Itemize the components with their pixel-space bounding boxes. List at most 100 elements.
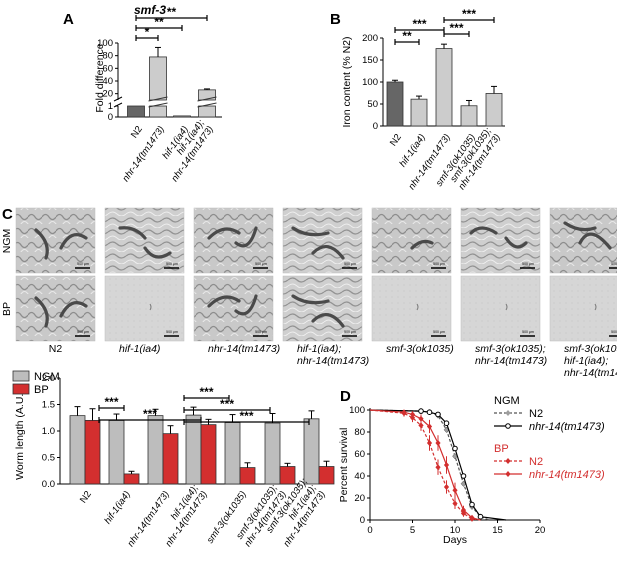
y-tick-label: 100	[362, 77, 378, 88]
bar	[127, 105, 145, 118]
x-tick-label: 10	[450, 525, 461, 536]
bar-ngm	[264, 422, 281, 485]
y-axis-label: Fold difference	[94, 43, 106, 112]
point	[418, 422, 424, 429]
bar-bp	[279, 466, 296, 485]
panel-c-micrographs: NGM BP 500 μm 500 μm 500 μm 500 μm 500 μm 500 μ…	[1, 207, 617, 379]
worm	[578, 232, 612, 250]
worm-small	[149, 303, 152, 311]
significance-bracket-stars: ***	[143, 407, 157, 421]
worm	[34, 296, 49, 328]
scale-bar-label: 500 μm	[344, 262, 356, 266]
point	[452, 445, 458, 452]
point	[435, 440, 441, 446]
point	[477, 513, 484, 520]
legend-swatch	[12, 383, 30, 395]
bar-upper	[149, 56, 167, 101]
panel-c-chart: 0.0 0.5 1.0 1.5 2.0 Worm length (A.U.) N2 hif-1…	[12, 370, 335, 549]
scale-bar-label: 500 μm	[433, 262, 445, 266]
bar-ngm	[147, 415, 164, 485]
y-tick-label: 60	[102, 63, 113, 74]
x-tick-label: 20	[535, 525, 546, 536]
legend-entry-label: N2	[529, 408, 543, 420]
scale-bar-label: 500 μm	[77, 330, 89, 334]
worm	[143, 246, 172, 259]
micrograph-ngm	[371, 207, 452, 274]
bar-break	[148, 102, 168, 108]
genotype-label: hif-1(ia4);	[297, 343, 341, 355]
bar	[386, 81, 404, 127]
y-tick-label: 200	[362, 33, 378, 44]
micrograph-bp	[104, 275, 185, 342]
worm	[291, 226, 330, 237]
y-tick-label: 0	[108, 112, 113, 123]
genotype-label: smf-3(ok1035);	[475, 343, 546, 355]
y-tick-label: 0.5	[42, 453, 55, 464]
point	[460, 473, 467, 479]
micrograph-bp	[282, 275, 363, 342]
scale-bar-label: 500 μm	[611, 330, 617, 334]
y-tick-label: 100	[97, 38, 113, 49]
bar-upper	[198, 89, 216, 101]
significance-bracket-stars: ***	[104, 395, 118, 409]
panel-label-b: B	[330, 11, 341, 28]
scale-bar-label: 500 μm	[77, 262, 89, 266]
panel-d-chart: 0 20 40 60 80 100 0 5 10 15 20 Days Percent survival…	[338, 395, 605, 546]
y-tick-label: 0	[373, 121, 378, 132]
scale-bar-label: 500 μm	[522, 262, 534, 266]
panel-label-c: C	[2, 206, 13, 223]
point	[426, 423, 433, 430]
legend-entry-label: nhr-14(tm1473)	[529, 421, 605, 433]
x-tick-label: 0	[367, 525, 372, 536]
bar-lower	[198, 105, 216, 118]
point	[401, 409, 407, 416]
legend-marker	[505, 458, 511, 464]
significance-bracket-stars: **	[167, 5, 177, 19]
scale-bar-label: 500 μm	[522, 330, 534, 334]
bar-bp	[84, 419, 101, 485]
significance-bracket-stars: ***	[199, 385, 213, 399]
scale-bar-label: 500 μm	[611, 262, 617, 266]
point	[443, 420, 450, 427]
genotype-label: nhr-14(tm1473)	[564, 367, 617, 379]
point	[469, 514, 475, 521]
worm	[59, 233, 88, 250]
scale-bar-label: 500 μm	[255, 330, 267, 334]
legend-marker	[505, 423, 511, 429]
bar-bp	[162, 433, 179, 485]
significance-bracket-stars: ***	[449, 21, 463, 35]
point	[460, 507, 467, 514]
genotype-label: smf-3(ok1035)	[386, 343, 454, 355]
bar-ngm	[303, 418, 320, 485]
significance-bracket-stars: *	[145, 25, 150, 39]
point	[418, 408, 424, 414]
genotype-label: nhr-14(tm1473)	[475, 355, 547, 367]
genotype-label: N2	[49, 343, 63, 355]
survival-line	[369, 409, 481, 521]
y-tick-label: 0	[360, 515, 365, 526]
point	[426, 409, 433, 416]
x-axis-label: Days	[443, 534, 467, 546]
point	[435, 411, 441, 418]
panel-label-a: A	[63, 11, 74, 28]
point	[426, 440, 433, 446]
panel-label-d: D	[340, 388, 351, 405]
worm-small	[505, 303, 508, 311]
genotype-label: smf-3(ok1035);	[564, 343, 617, 355]
legend-marker	[505, 471, 511, 477]
significance-bracket-stars: ***	[239, 409, 253, 423]
significance-bracket-stars: ***	[462, 7, 476, 21]
worm	[504, 236, 528, 249]
category-label-line: N2	[388, 132, 404, 148]
bar	[173, 115, 191, 118]
y-tick-label: 20	[354, 493, 365, 504]
scale-bar-label: 500 μm	[344, 330, 356, 334]
micrograph-bp	[193, 275, 274, 342]
y-axis-label: Percent survival	[338, 428, 350, 503]
scale-bar-label: 500 μm	[166, 330, 178, 334]
worm	[469, 226, 498, 235]
bar-bp	[239, 467, 256, 485]
y-tick-label: 60	[354, 449, 365, 460]
y-tick-label: 80	[354, 427, 365, 438]
bar-break	[197, 102, 217, 108]
